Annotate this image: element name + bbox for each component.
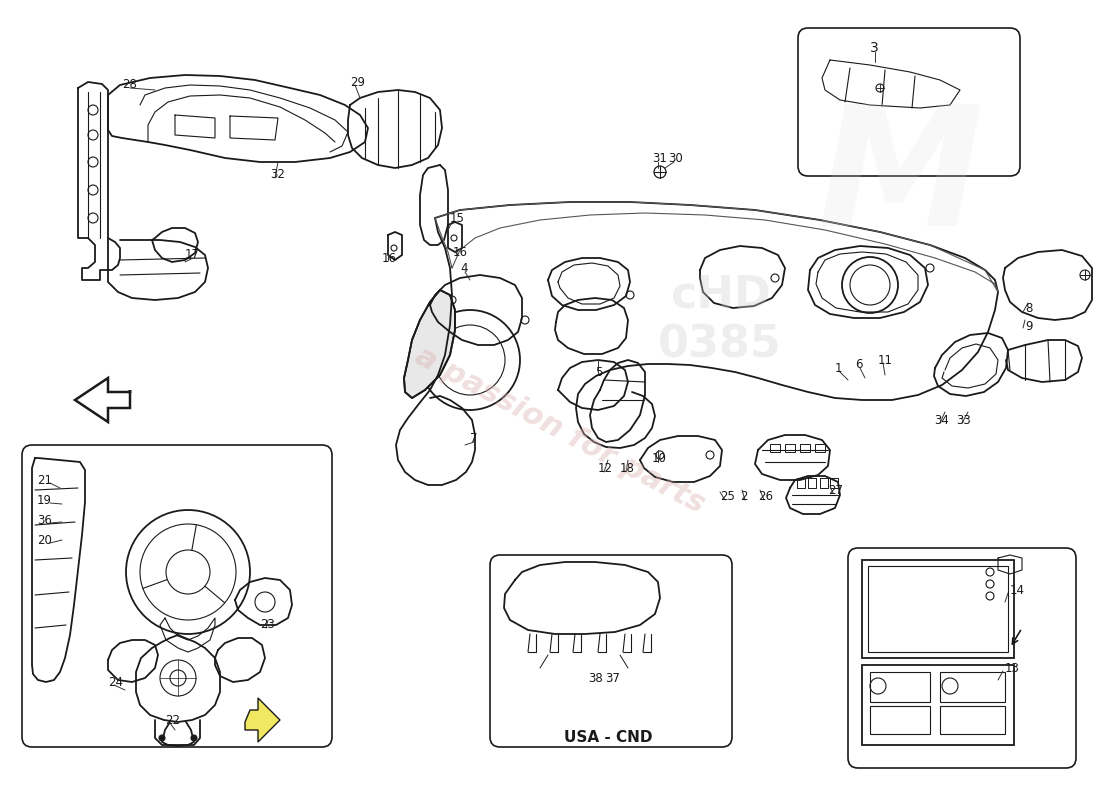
Text: 4: 4: [460, 262, 467, 274]
Polygon shape: [75, 378, 130, 422]
Bar: [940, 672, 1005, 702]
Text: M: M: [817, 98, 983, 262]
Bar: [870, 672, 930, 702]
Text: 14: 14: [1010, 583, 1025, 597]
Text: 5: 5: [595, 366, 603, 378]
Text: USA - CND: USA - CND: [563, 730, 652, 746]
Text: 2: 2: [740, 490, 748, 502]
Circle shape: [191, 735, 197, 741]
Text: 11: 11: [878, 354, 893, 366]
Polygon shape: [404, 290, 455, 398]
Text: 9: 9: [1025, 319, 1033, 333]
Text: 3: 3: [870, 41, 879, 55]
Text: 15: 15: [450, 211, 465, 225]
Text: 24: 24: [108, 675, 123, 689]
Text: 21: 21: [37, 474, 52, 486]
Text: 16: 16: [453, 246, 468, 258]
Bar: [785, 444, 795, 452]
Text: 22: 22: [165, 714, 180, 726]
Text: 13: 13: [1005, 662, 1020, 674]
Bar: [870, 706, 930, 734]
Bar: [862, 560, 1014, 658]
Text: 19: 19: [37, 494, 52, 506]
Text: 10: 10: [652, 451, 667, 465]
Text: 23: 23: [260, 618, 275, 631]
Text: 37: 37: [605, 671, 620, 685]
Bar: [800, 444, 810, 452]
Text: 12: 12: [598, 462, 613, 474]
Text: 28: 28: [122, 78, 136, 91]
Text: 27: 27: [828, 483, 843, 497]
Polygon shape: [245, 698, 280, 742]
Text: 7: 7: [470, 431, 477, 445]
Text: a passion for parts: a passion for parts: [410, 341, 710, 519]
Text: 8: 8: [1025, 302, 1033, 314]
Text: 34: 34: [934, 414, 949, 426]
Bar: [940, 706, 1005, 734]
Bar: [868, 566, 1008, 652]
Text: 18: 18: [620, 462, 635, 474]
Text: 17: 17: [185, 249, 200, 262]
Text: 30: 30: [668, 151, 683, 165]
Bar: [862, 665, 1014, 745]
Text: 33: 33: [956, 414, 970, 426]
Text: 31: 31: [652, 151, 667, 165]
Text: 36: 36: [37, 514, 52, 526]
Text: cHD
0385: cHD 0385: [658, 274, 782, 366]
Bar: [815, 444, 825, 452]
Text: 16: 16: [382, 251, 397, 265]
Text: 1: 1: [835, 362, 843, 374]
Text: 6: 6: [855, 358, 862, 371]
Text: 29: 29: [350, 75, 365, 89]
Text: 26: 26: [758, 490, 773, 502]
Bar: [770, 444, 780, 452]
Text: 20: 20: [37, 534, 52, 546]
Circle shape: [160, 735, 165, 741]
Text: 32: 32: [270, 169, 285, 182]
Text: 38: 38: [588, 671, 603, 685]
Text: 25: 25: [720, 490, 735, 502]
